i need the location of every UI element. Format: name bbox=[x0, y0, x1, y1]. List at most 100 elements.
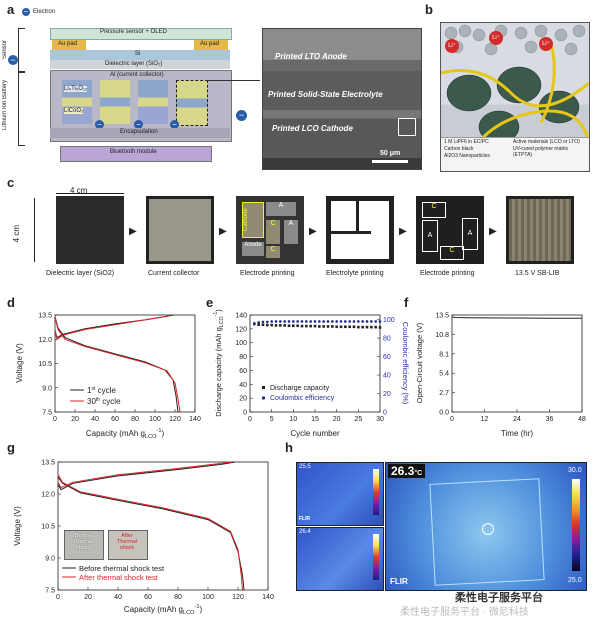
efficiency-point bbox=[348, 320, 351, 323]
anode-block-a1: A bbox=[266, 202, 296, 216]
sem-cathode-label: Printed LCO Cathode bbox=[272, 124, 353, 133]
electrode2-a1: A bbox=[422, 220, 438, 252]
x-tick-label: 20 bbox=[333, 416, 341, 423]
legend-electrolyte: 1 M LiPF6 in EC/PC bbox=[444, 139, 489, 145]
x-tick-label: 20 bbox=[71, 416, 79, 423]
thermal-color-scale bbox=[572, 479, 580, 571]
efficiency-point bbox=[326, 320, 330, 323]
sem-scale-label: 50 μm bbox=[380, 150, 401, 157]
efficiency-point bbox=[378, 320, 382, 323]
width-dimension-arrow bbox=[56, 193, 124, 194]
x-tick-label: 15 bbox=[311, 416, 319, 423]
y-tick-label: 10.5 bbox=[41, 524, 55, 531]
bluetooth-label: Bluetooth module bbox=[110, 149, 157, 155]
sem-zoom-box bbox=[398, 118, 416, 136]
plot-frame bbox=[54, 314, 196, 413]
x-axis-label: Capacity (mAh gLCO-1) bbox=[124, 604, 203, 616]
y-tick-label: 10.5 bbox=[38, 361, 52, 368]
capacity-point bbox=[378, 326, 382, 329]
chart-f: 0 12 24 36 48 0.0 2.7 5.4 8.1 10.8 13.5 Time (hr) Op… bbox=[415, 313, 586, 439]
x-tick-label: 100 bbox=[202, 594, 214, 601]
y2-tick-label: 60 bbox=[383, 354, 391, 361]
thermal-main-temp: 26.3°C bbox=[388, 464, 426, 478]
au-pad-right bbox=[194, 40, 228, 50]
y-tick-label: 120 bbox=[235, 326, 247, 333]
capacity-point bbox=[274, 324, 278, 327]
au-pad-left bbox=[52, 40, 86, 50]
thermal-scale-min: 25.0 bbox=[568, 577, 582, 584]
thermal-small-top: 25.5 FLIR bbox=[296, 462, 384, 526]
bluetooth-module bbox=[60, 146, 212, 162]
panel-b-microstructure: Li⁺ Li⁺ Li⁺ 1 M LiPF6 in EC/PC Active ma… bbox=[440, 22, 590, 172]
y-tick-label: 8.1 bbox=[439, 351, 449, 358]
electron-legend-icon: − bbox=[22, 7, 30, 16]
x-tick-label: 12 bbox=[481, 416, 489, 423]
y-tick-label: 12.0 bbox=[38, 337, 52, 344]
electron-icon-left: − bbox=[8, 55, 18, 65]
x-tick-label: 100 bbox=[149, 416, 161, 423]
battery-cell-4 bbox=[176, 80, 208, 126]
sem-cross-section bbox=[262, 28, 422, 170]
y-tick-label: 0.0 bbox=[439, 410, 449, 417]
watermark-line1: 柔性电子服务平台 bbox=[455, 592, 543, 604]
step-arrow-4: ▶ bbox=[399, 226, 407, 237]
x-tick-label: 36 bbox=[546, 416, 554, 423]
capacity-point bbox=[292, 324, 295, 328]
width-dimension-label: 4 cm bbox=[70, 186, 88, 195]
x-tick-label: 0 bbox=[450, 416, 454, 423]
panel-label-g: g bbox=[7, 440, 15, 455]
legend-al2o3: Al2O3 Nanoparticles bbox=[444, 153, 490, 159]
panel-label-c: c bbox=[7, 175, 15, 190]
capacity-point bbox=[318, 325, 321, 328]
efficiency-point bbox=[331, 320, 334, 323]
caption-electrode-printing: Electrode printing bbox=[240, 270, 295, 277]
legend-label-2: 30th cycle bbox=[87, 397, 121, 406]
y-tick-label: 20 bbox=[239, 396, 247, 403]
y2-tick-label: 40 bbox=[383, 373, 391, 380]
efficiency-point bbox=[296, 320, 299, 323]
y-tick-label: 13.5 bbox=[435, 313, 449, 320]
step-arrow-3: ▶ bbox=[309, 226, 317, 237]
legend-box bbox=[441, 137, 589, 171]
caption-sblib: 13.5 V SB-LIB bbox=[515, 270, 560, 277]
efficiency-point bbox=[322, 320, 325, 323]
y-tick-label: 7.5 bbox=[42, 410, 52, 417]
efficiency-point bbox=[266, 320, 269, 324]
efficiency-point bbox=[261, 320, 265, 324]
chart-g: 0 20 40 60 80 100 120 140 7.5 9.0 10.5 12.0 13.5 Befo… bbox=[13, 460, 274, 617]
y-tick-label: 13.5 bbox=[38, 313, 52, 320]
y2-tick-label: 80 bbox=[383, 336, 391, 343]
efficiency-point bbox=[274, 320, 278, 323]
step-arrow-2: ▶ bbox=[219, 226, 227, 237]
capacity-point bbox=[261, 323, 265, 326]
dielectric-layer bbox=[50, 60, 230, 69]
x-tick-label: 20 bbox=[84, 594, 92, 601]
zoom-connector-line bbox=[206, 80, 260, 81]
efficiency-point bbox=[287, 320, 291, 323]
legend-label-1: Before thermal shock test bbox=[79, 564, 165, 573]
ocv-line bbox=[451, 316, 582, 319]
plot-frame bbox=[451, 314, 583, 413]
li-ion-icon-2: Li⁺ bbox=[489, 31, 503, 45]
anode-block-a2: A bbox=[284, 220, 298, 244]
legend-label-2: After thermal shock test bbox=[79, 573, 159, 582]
legend-active: Active materials (LCO or LTO) bbox=[513, 139, 580, 145]
sensor-label: Sensor bbox=[2, 40, 8, 60]
legend-swatch-efficiency bbox=[261, 396, 266, 400]
efficiency-point bbox=[257, 321, 260, 324]
series-1-charge-line bbox=[57, 461, 236, 491]
capacity-point bbox=[309, 324, 312, 328]
sem-anode-label: Printed LTO Anode bbox=[275, 52, 347, 61]
efficiency-point bbox=[361, 320, 364, 323]
chart-d: 0 20 40 60 80 100 120 140 7.5 9.0 10.5 12.0 13.5 1st … bbox=[15, 313, 201, 441]
y-tick-label: 7.5 bbox=[45, 588, 55, 595]
efficiency-point bbox=[335, 320, 338, 323]
x-tick-label: 0 bbox=[56, 594, 60, 601]
capacity-point bbox=[300, 324, 304, 328]
efficiency-point bbox=[357, 320, 360, 323]
efficiency-point bbox=[279, 320, 282, 323]
battery-cell-2 bbox=[100, 80, 130, 124]
step-dielectric-photo bbox=[56, 196, 124, 264]
legend-carbon: Carbon black bbox=[444, 146, 474, 152]
x-axis-label: Cycle number bbox=[290, 429, 340, 438]
